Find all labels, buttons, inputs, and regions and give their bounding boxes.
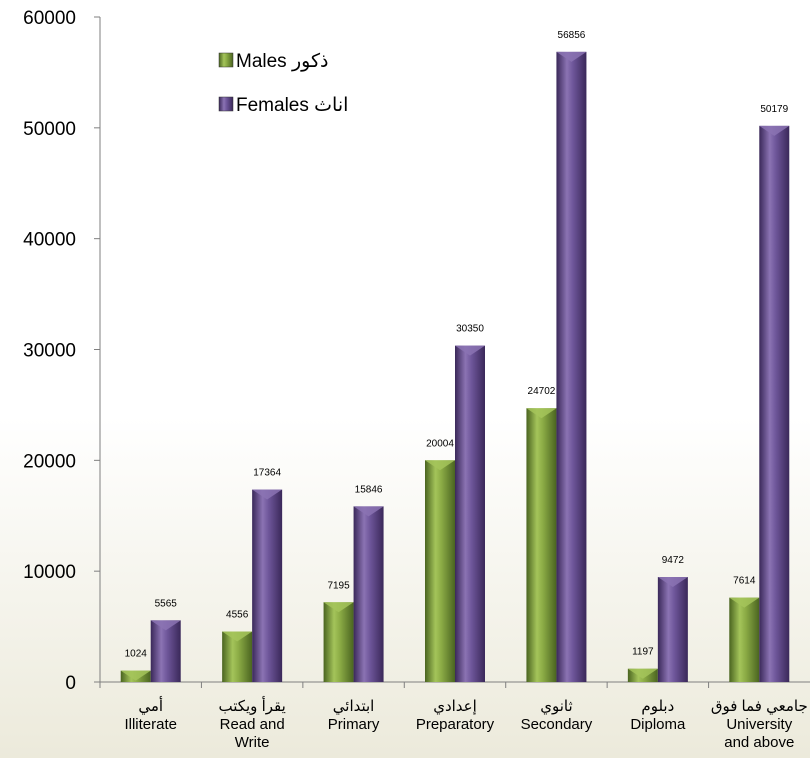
data-label-females: 50179	[760, 104, 788, 115]
bar-females	[150, 620, 181, 682]
y-tick-label: 30000	[23, 341, 76, 362]
y-tick-label: 50000	[23, 119, 76, 140]
x-tick-label: أمي	[138, 696, 163, 716]
bar-cap-females	[556, 51, 587, 62]
data-label-males: 1197	[632, 647, 654, 658]
x-tick-label: إعدادي	[433, 698, 477, 716]
bar-cap-males	[425, 460, 455, 471]
x-tick-label: Illiterate	[124, 716, 177, 733]
bar-females	[353, 506, 384, 682]
x-tick-label: Read and	[220, 716, 285, 733]
data-label-males: 7195	[327, 580, 350, 591]
x-tick-label: Diploma	[630, 716, 686, 733]
x-tick-label: Primary	[328, 716, 380, 733]
data-label-males: 1024	[125, 649, 148, 660]
data-label-females: 30350	[456, 324, 484, 335]
bar-cap-females	[150, 620, 181, 631]
bar-males	[425, 460, 455, 682]
bar-cap-females	[353, 506, 384, 517]
data-label-males: 7614	[733, 576, 756, 587]
bar-females	[657, 577, 688, 682]
data-label-females: 9472	[662, 555, 685, 566]
legend-swatch-males	[218, 52, 234, 68]
data-label-males: 20004	[426, 438, 454, 449]
bar-cap-females	[759, 125, 790, 136]
y-tick-label: 20000	[23, 451, 76, 472]
data-label-females: 15846	[355, 484, 383, 495]
y-tick-label: 10000	[23, 562, 76, 583]
bar-males	[729, 597, 760, 682]
x-tick-label: and above	[724, 734, 794, 751]
y-tick-label: 0	[65, 673, 76, 694]
x-tick-label: ابتدائي	[333, 698, 375, 716]
x-tick-label: يقرأ ويكتب	[218, 696, 285, 715]
x-tick-label: Secondary	[521, 716, 593, 733]
bar-females	[455, 345, 485, 682]
bar-cap-males	[323, 602, 354, 613]
y-tick-label: 40000	[23, 230, 76, 251]
bar-cap-females	[252, 489, 283, 500]
x-tick-label: ثانوي	[540, 698, 572, 716]
bar-cap-males	[120, 670, 151, 681]
bar-cap-males	[222, 631, 253, 642]
bar-cap-females	[455, 345, 485, 356]
bar-males	[323, 602, 354, 682]
data-label-females: 56856	[558, 30, 586, 41]
bar-cap-males	[526, 408, 557, 419]
bar-cap-males	[627, 668, 658, 679]
x-tick-label: Preparatory	[416, 716, 495, 733]
bar-females	[252, 489, 283, 682]
bar-cap-females	[657, 577, 688, 588]
data-label-females: 5565	[155, 598, 178, 609]
bar-females	[556, 51, 587, 682]
legend-label-females: Females اناث	[236, 95, 348, 116]
x-tick-label: جامعي فما فوق	[711, 698, 808, 716]
legend-swatch-females	[218, 96, 234, 112]
x-tick-label: University	[726, 716, 792, 733]
bar-females	[759, 125, 790, 682]
bar-males	[526, 408, 557, 682]
bar-cap-males	[729, 597, 760, 608]
x-tick-label: Write	[235, 734, 270, 751]
x-tick-label: دبلوم	[641, 698, 674, 715]
data-label-females: 17364	[253, 468, 281, 479]
y-tick-label: 60000	[23, 8, 76, 29]
legend-label-males: Males ذكور	[236, 51, 328, 72]
data-label-males: 4556	[226, 610, 249, 621]
data-label-males: 24702	[528, 386, 556, 397]
